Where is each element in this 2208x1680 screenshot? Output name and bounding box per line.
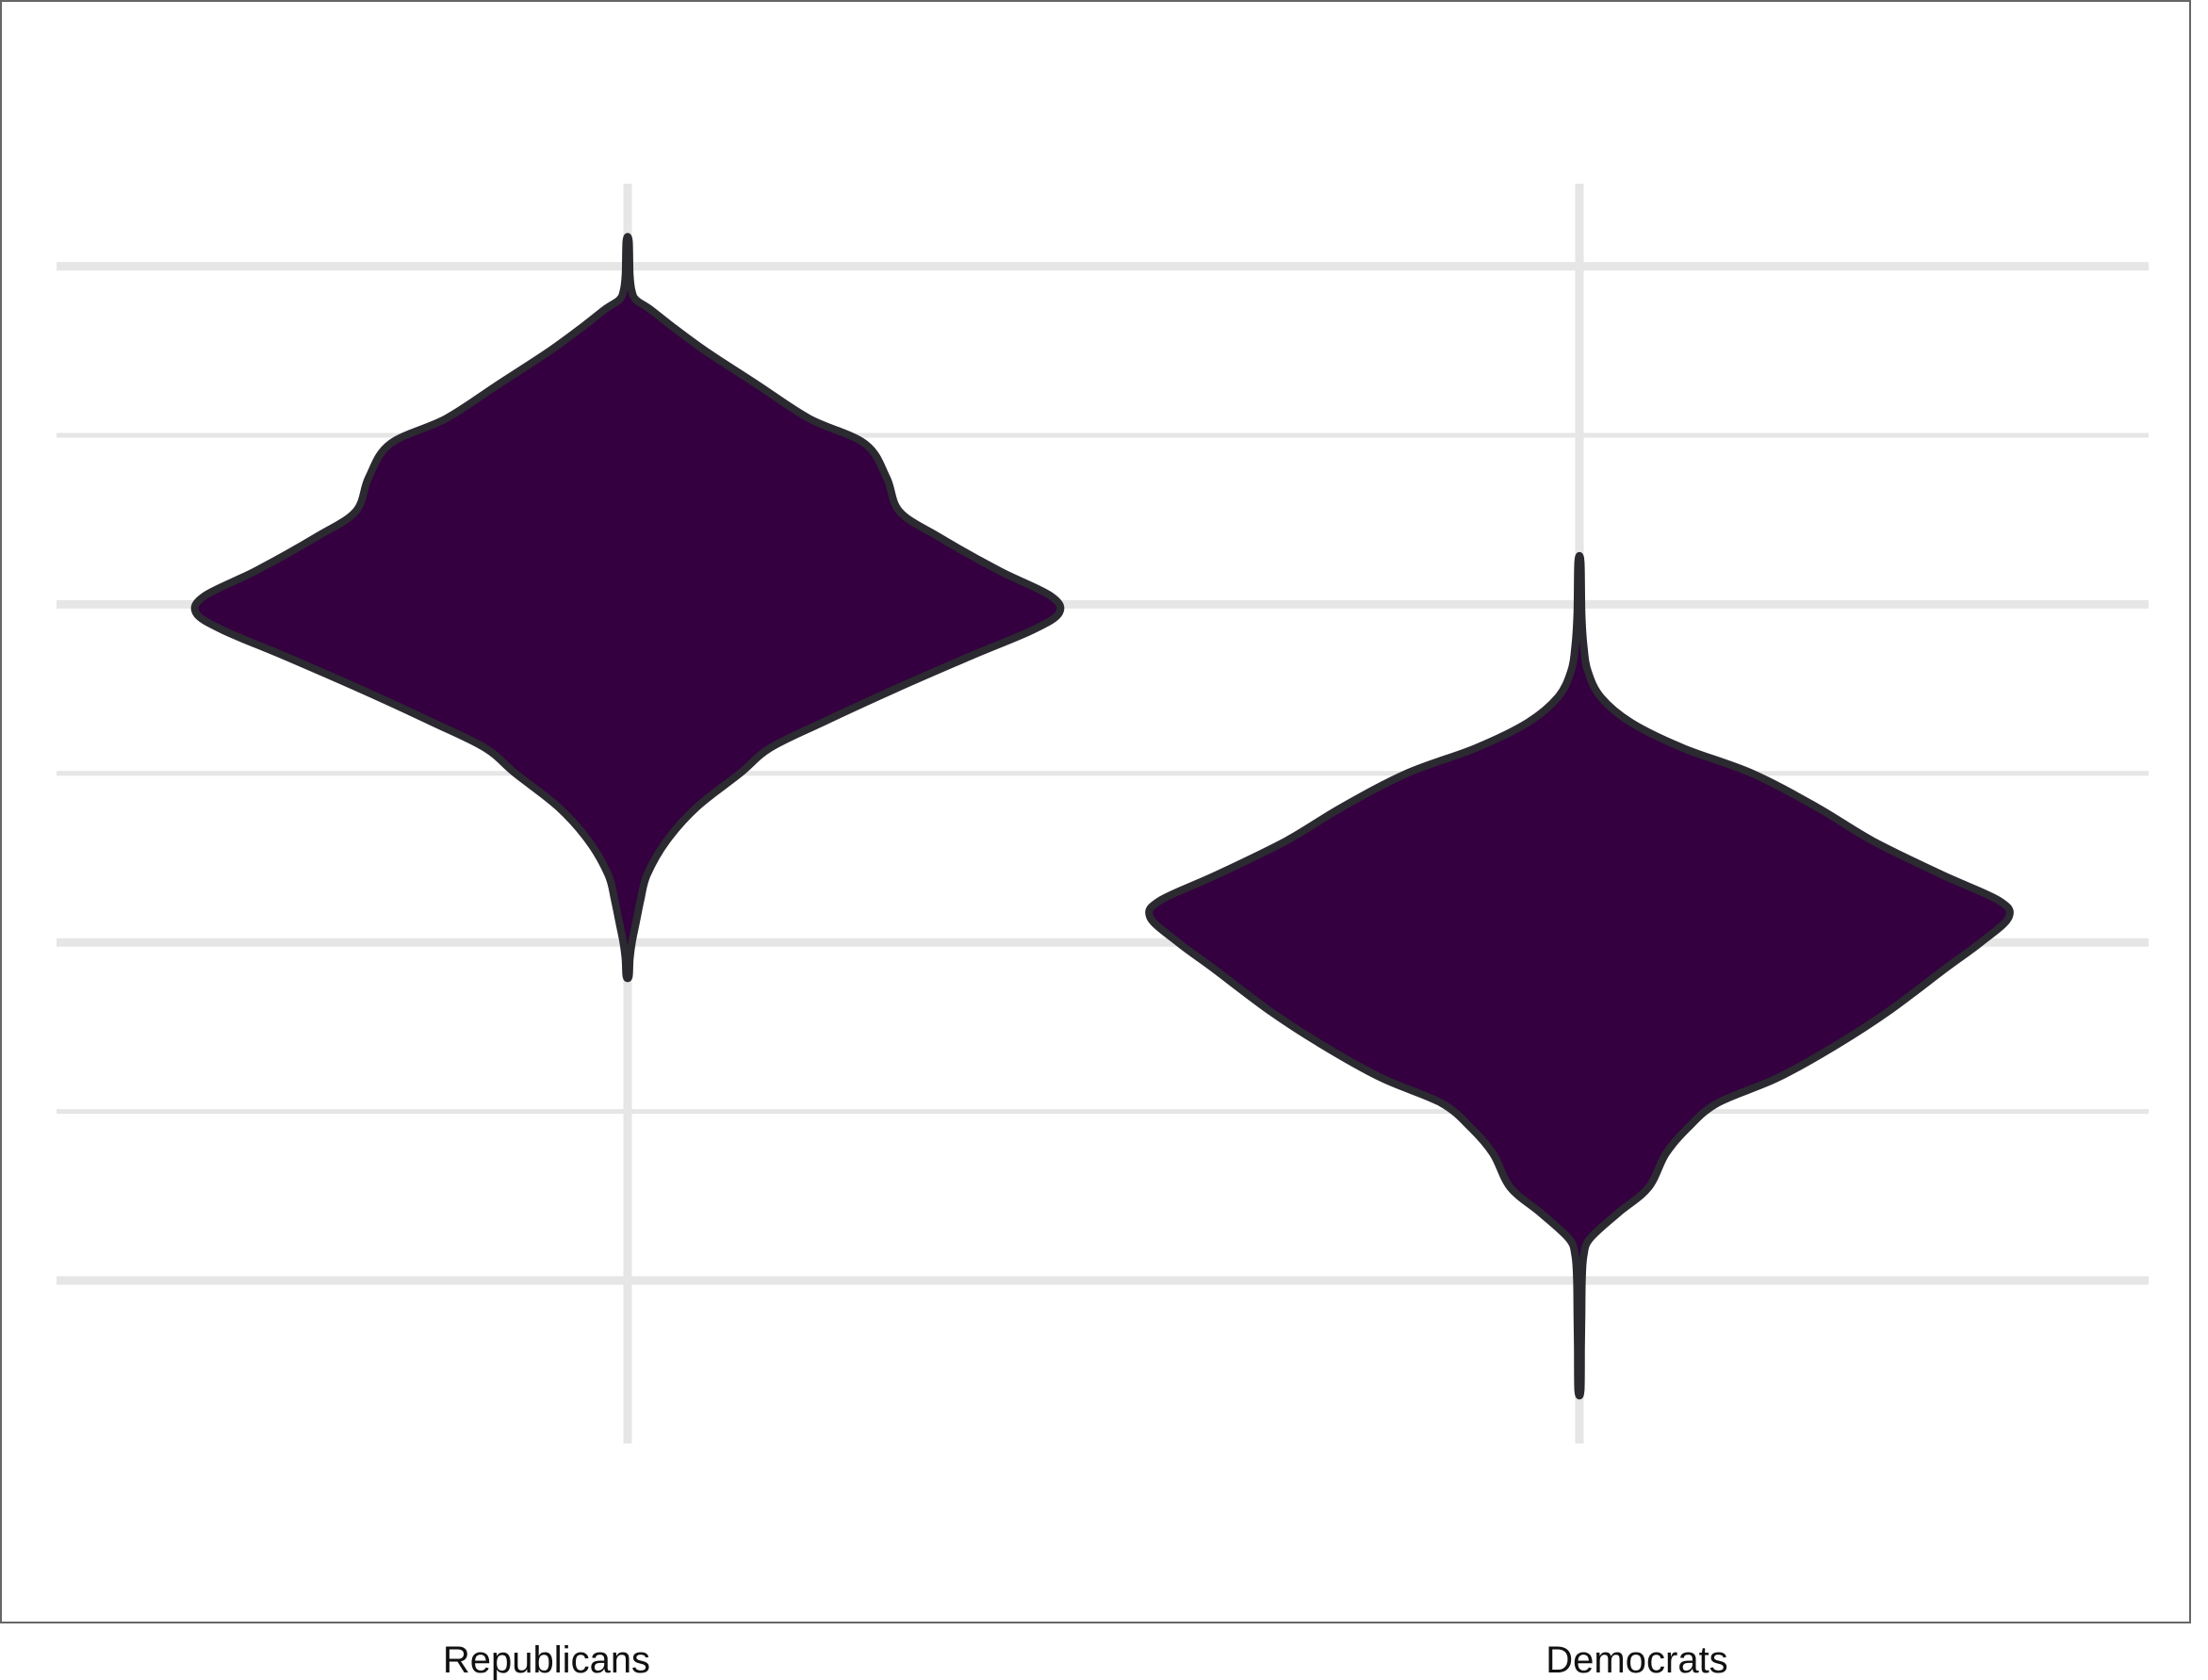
plot-panel-border (0, 0, 2191, 1623)
violin-republicans (190, 233, 1065, 983)
violin-democrats (1145, 551, 2014, 1400)
x-axis-labels: Republicans Democrats (443, 1639, 1728, 1680)
x-tick-label-republicans: Republicans (443, 1639, 650, 1680)
x-tick-label-democrats: Democrats (1546, 1639, 1727, 1680)
violin-layer (190, 233, 2014, 1400)
